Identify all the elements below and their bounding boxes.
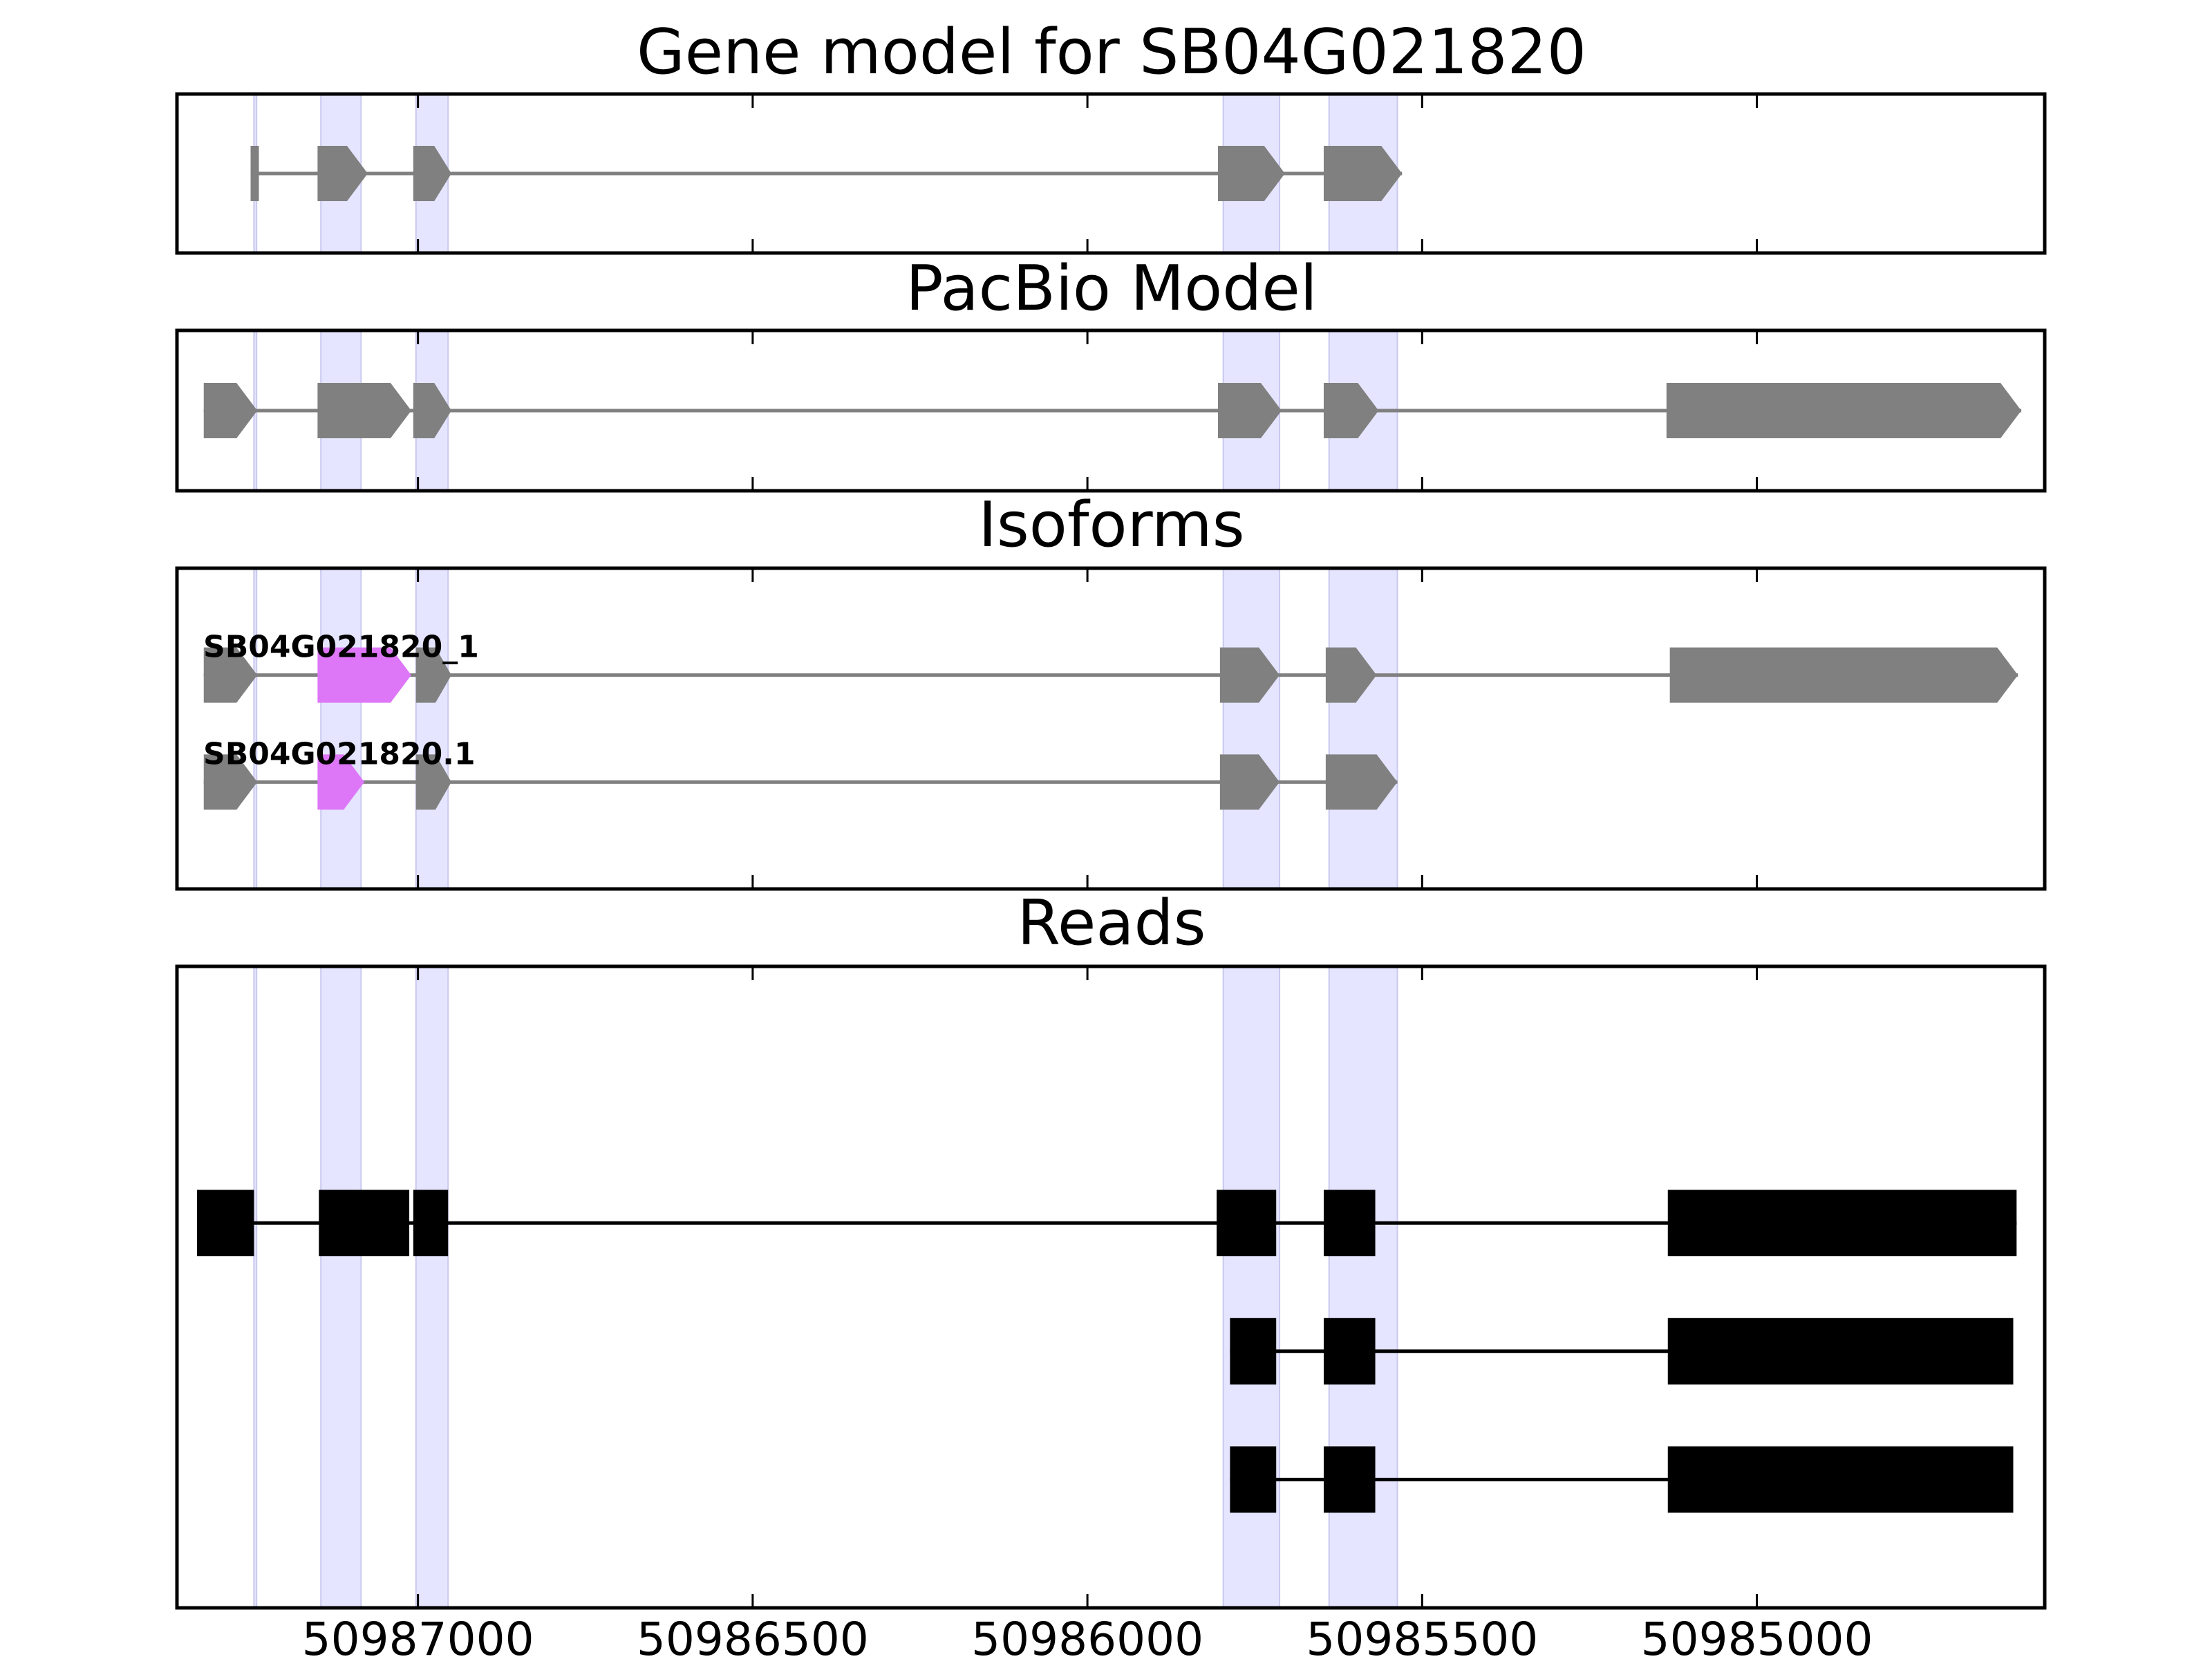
- exon-arrow: [1325, 754, 1398, 810]
- highlight-band: [320, 966, 362, 1609]
- read-exon: [319, 1190, 410, 1257]
- read-exon: [1323, 1190, 1376, 1257]
- highlight-band: [253, 568, 258, 890]
- exon-arrow: [415, 647, 452, 703]
- x-tick-label: 50987000: [302, 1613, 534, 1659]
- exon-arrow: [1217, 383, 1282, 438]
- read-exon: [1230, 1446, 1277, 1513]
- read-exon: [413, 1190, 449, 1257]
- exon-arrow: [413, 383, 452, 438]
- exon-arrow: [415, 754, 452, 810]
- x-tick-label: 50986000: [971, 1613, 1203, 1659]
- reads-title: Reads: [1017, 887, 1206, 959]
- panel-frame: [175, 964, 2047, 1610]
- variant-exon-arrow: [317, 754, 365, 810]
- isoforms-title: Isoforms: [978, 489, 1244, 561]
- read-exon: [1667, 1190, 2017, 1257]
- read-exon: [1667, 1318, 2014, 1385]
- highlight-band: [1222, 568, 1281, 890]
- exon-arrow: [1323, 383, 1379, 438]
- read-exon: [1230, 1318, 1277, 1385]
- pacbio-model-title: PacBio Model: [906, 252, 1318, 325]
- read-exon: [1323, 1318, 1376, 1385]
- exon-arrow: [317, 146, 368, 201]
- panel-frame: [175, 328, 2047, 493]
- exon-arrow: [203, 647, 258, 703]
- exon-arrow: [1219, 754, 1280, 810]
- variant-exon-arrow: [317, 647, 411, 703]
- isoform-label: SB04G021820_1: [203, 630, 479, 665]
- reads-panel: Reads: [175, 887, 2047, 1610]
- read-exon: [1323, 1446, 1376, 1513]
- exon-arrow: [1323, 146, 1403, 201]
- read-exon: [1217, 1190, 1277, 1257]
- highlight-band: [320, 568, 362, 890]
- isoform-label: SB04G021820.1: [203, 736, 476, 771]
- x-axis-tick-labels: 50987000 50986500 50986000 50985500 5098…: [302, 1613, 1873, 1659]
- exon-marker: [250, 146, 259, 201]
- exon-arrow: [1325, 647, 1377, 703]
- highlight-band: [253, 966, 258, 1609]
- highlight-band: [415, 568, 449, 890]
- exon-arrow: [317, 383, 411, 438]
- exon-arrow: [1217, 146, 1285, 201]
- exon-arrow: [1219, 647, 1280, 703]
- exon-arrow: [203, 383, 258, 438]
- x-tick-label: 50985000: [1641, 1613, 1873, 1659]
- highlight-band: [1328, 568, 1398, 890]
- panel-frame: [175, 92, 2047, 255]
- pacbio-model-panel: PacBio Model: [175, 252, 2047, 493]
- read-exon: [197, 1190, 254, 1257]
- isoforms-panel: Isoforms SB04G021820_1 SB04G021820.1: [175, 489, 2047, 891]
- exon-arrow: [1666, 383, 2022, 438]
- gene-model-title: Gene model for SB04G021820: [637, 16, 1586, 88]
- read-exon: [1667, 1446, 2014, 1513]
- exon-arrow: [1669, 647, 2018, 703]
- x-tick-label: 50985500: [1306, 1613, 1538, 1659]
- exon-arrow: [413, 146, 452, 201]
- gene-model-panel: Gene model for SB04G021820: [175, 16, 2047, 255]
- x-tick-label: 50986500: [637, 1613, 869, 1659]
- highlight-band: [415, 966, 449, 1609]
- panel-frame: [175, 566, 2047, 891]
- exon-arrow: [203, 754, 258, 810]
